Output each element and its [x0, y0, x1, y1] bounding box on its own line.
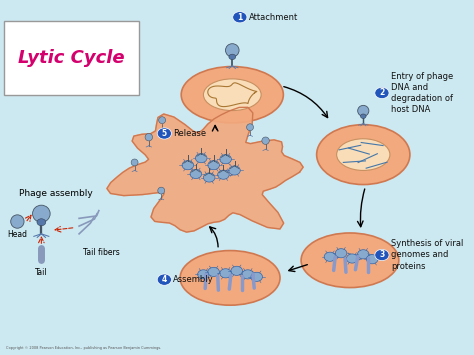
- Text: 2: 2: [379, 88, 384, 98]
- Circle shape: [157, 128, 172, 139]
- Circle shape: [324, 252, 336, 261]
- Text: Tail: Tail: [35, 268, 48, 277]
- Ellipse shape: [180, 251, 280, 305]
- Ellipse shape: [145, 133, 153, 141]
- Circle shape: [251, 272, 263, 282]
- Ellipse shape: [317, 125, 410, 185]
- Circle shape: [220, 155, 231, 164]
- Ellipse shape: [358, 105, 369, 116]
- Ellipse shape: [181, 66, 283, 123]
- Text: Head: Head: [8, 230, 27, 239]
- Text: Lytic Cycle: Lytic Cycle: [18, 49, 125, 67]
- Ellipse shape: [246, 124, 254, 131]
- Ellipse shape: [301, 233, 399, 288]
- Ellipse shape: [159, 117, 165, 124]
- Circle shape: [198, 270, 209, 279]
- Circle shape: [357, 250, 369, 259]
- Circle shape: [208, 160, 219, 170]
- Circle shape: [208, 267, 219, 277]
- Circle shape: [182, 160, 194, 170]
- Polygon shape: [107, 107, 303, 232]
- Ellipse shape: [203, 79, 261, 110]
- Ellipse shape: [226, 44, 239, 57]
- Text: Tail fibers: Tail fibers: [82, 248, 119, 257]
- Text: 1: 1: [237, 13, 243, 22]
- Circle shape: [229, 166, 240, 175]
- Circle shape: [229, 54, 236, 60]
- Circle shape: [37, 219, 46, 226]
- Text: 4: 4: [162, 275, 167, 284]
- Circle shape: [195, 154, 207, 163]
- Text: Copyright © 2008 Pearson Education, Inc., publishing as Pearson Benjamin Cumming: Copyright © 2008 Pearson Education, Inc.…: [6, 346, 161, 350]
- Circle shape: [190, 169, 201, 179]
- Circle shape: [335, 248, 347, 258]
- Circle shape: [231, 266, 243, 275]
- Circle shape: [220, 269, 231, 278]
- Circle shape: [366, 255, 378, 264]
- Circle shape: [360, 114, 366, 119]
- Text: 3: 3: [379, 251, 384, 260]
- Circle shape: [346, 254, 358, 263]
- Text: Phage assembly: Phage assembly: [19, 189, 93, 198]
- Circle shape: [218, 170, 229, 179]
- Circle shape: [242, 270, 254, 279]
- FancyBboxPatch shape: [4, 21, 139, 95]
- Ellipse shape: [131, 159, 138, 166]
- Ellipse shape: [262, 137, 269, 144]
- Text: 5: 5: [162, 129, 167, 138]
- Circle shape: [157, 274, 172, 285]
- Ellipse shape: [33, 205, 50, 222]
- Text: Entry of phage
DNA and
degradation of
host DNA: Entry of phage DNA and degradation of ho…: [391, 72, 453, 114]
- Circle shape: [375, 249, 389, 261]
- Ellipse shape: [158, 187, 164, 194]
- Text: Release: Release: [173, 129, 206, 138]
- Ellipse shape: [11, 215, 24, 228]
- Circle shape: [233, 12, 247, 23]
- Circle shape: [375, 87, 389, 99]
- Text: Attachment: Attachment: [249, 13, 298, 22]
- Text: Synthesis of viral
genomes and
proteins: Synthesis of viral genomes and proteins: [391, 239, 463, 271]
- Circle shape: [203, 173, 215, 182]
- Ellipse shape: [337, 139, 390, 170]
- Text: Assembly: Assembly: [173, 275, 214, 284]
